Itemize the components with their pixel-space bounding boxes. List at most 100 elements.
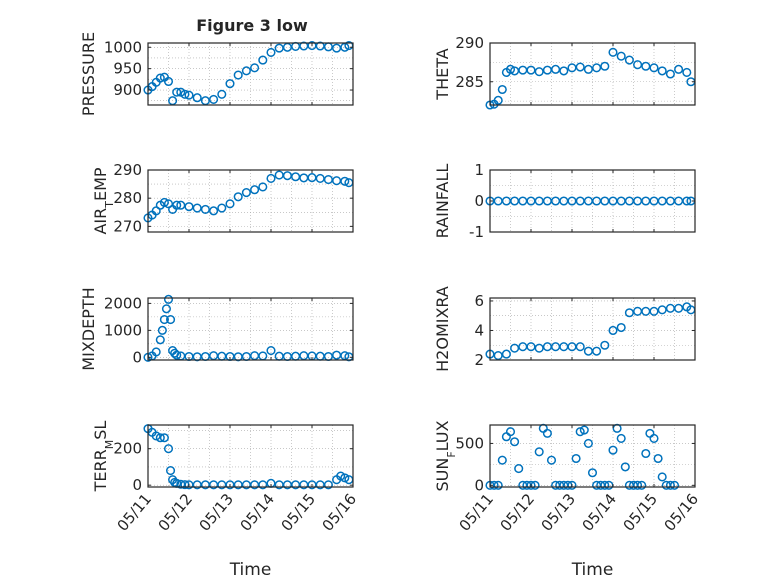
- data-point: [616, 322, 626, 333]
- y-tick-label: 950: [113, 60, 142, 78]
- x-axis-label: Time: [571, 560, 614, 580]
- data-point: [155, 73, 165, 83]
- data-point: [258, 55, 268, 65]
- y-tick-label: 900: [113, 81, 142, 99]
- data-point: [493, 95, 503, 105]
- subplot-8: 0 500 05/11 05/12 05/13 05/14 05/15 05/16 SUNFLU…: [433, 420, 702, 580]
- y-tick-label: 1: [474, 161, 484, 179]
- data-point: [514, 464, 524, 474]
- data-point: [579, 425, 589, 435]
- data-point: [592, 63, 602, 73]
- subplot-7: 0 200 05/11 05/12 05/13 05/14 05/15 05/16 TERRMS…: [91, 421, 360, 580]
- data-point: [217, 203, 227, 213]
- x-tick-label: 05/11: [113, 490, 155, 535]
- data-point: [510, 437, 520, 447]
- y-tick-label: 0: [474, 192, 484, 210]
- data-point: [155, 433, 165, 443]
- data-point: [583, 64, 593, 74]
- data-point: [159, 433, 169, 443]
- data-point: [551, 64, 561, 74]
- data-point: [546, 455, 557, 465]
- data-point: [649, 63, 659, 73]
- data-point: [163, 294, 174, 304]
- data-point: [649, 433, 659, 443]
- data-point: [151, 431, 161, 441]
- axes-box: [147, 297, 354, 361]
- data-point: [225, 199, 235, 209]
- data-point: [192, 93, 202, 103]
- data-point: [180, 89, 190, 99]
- data-point: [241, 188, 251, 198]
- x-axis-label: Time: [229, 560, 272, 580]
- data-point: [493, 351, 503, 361]
- data-point: [534, 67, 544, 77]
- y-tick-label: 500: [455, 434, 484, 452]
- data-point: [501, 349, 511, 359]
- data-point: [653, 453, 663, 464]
- data-point: [641, 61, 651, 71]
- axes-box: [147, 169, 354, 233]
- data-point: [682, 67, 692, 77]
- data-point: [166, 315, 176, 325]
- data-point: [571, 453, 581, 464]
- y-tick-label: 4: [474, 321, 484, 339]
- data-point: [217, 89, 227, 99]
- data-point: [592, 346, 602, 356]
- data-point: [241, 66, 251, 76]
- data-point: [575, 62, 585, 72]
- data-point: [258, 182, 268, 192]
- data-point: [184, 202, 194, 212]
- y-tick-label: 1000: [104, 38, 142, 56]
- data-point: [587, 468, 598, 478]
- data-point: [159, 197, 169, 207]
- data-point: [258, 480, 268, 490]
- data-point: [493, 480, 503, 490]
- subplot-6: 2 4 6 H2OMIXRA: [433, 286, 696, 372]
- data-point: [250, 185, 260, 195]
- data-point: [200, 204, 210, 214]
- axes-box: [147, 42, 354, 106]
- data-point: [233, 192, 243, 202]
- data-point: [665, 69, 675, 79]
- data-point: [600, 61, 610, 71]
- y-axis-label: RAINFALL: [433, 164, 452, 239]
- data-point: [526, 342, 536, 352]
- data-point: [157, 325, 167, 335]
- data-point: [616, 433, 626, 443]
- y-tick-label: 200: [113, 440, 142, 458]
- data-point: [669, 480, 680, 490]
- data-point: [657, 66, 667, 76]
- data-point: [637, 480, 647, 490]
- data-point: [600, 480, 610, 490]
- y-axis-label: AIRTEMP: [91, 167, 116, 234]
- data-point: [340, 176, 350, 186]
- data-point: [657, 305, 667, 315]
- y-tick-label: 280: [113, 189, 142, 207]
- data-point: [575, 427, 585, 437]
- data-point: [624, 55, 634, 65]
- data-point: [172, 200, 182, 210]
- data-point: [526, 65, 536, 75]
- x-tick-label: 05/16: [318, 490, 360, 535]
- data-point: [534, 343, 544, 353]
- data-point: [559, 66, 569, 76]
- x-tick-label: 05/12: [496, 490, 538, 535]
- y-tick-label: 0: [132, 348, 142, 366]
- y-tick-label: 270: [113, 217, 142, 235]
- subplot-5: 0 1000 2000 MIXDEPTH: [79, 287, 354, 371]
- y-tick-label: 6: [474, 292, 484, 310]
- data-point: [674, 64, 684, 74]
- data-point: [608, 445, 618, 455]
- data-point: [575, 342, 585, 352]
- data-point: [616, 51, 626, 61]
- data-point: [665, 480, 675, 490]
- x-tick-label: 05/14: [578, 490, 620, 535]
- data-point: [155, 335, 165, 345]
- data-point: [505, 427, 516, 437]
- data-point: [682, 196, 692, 206]
- y-axis-label: H2OMIXRA: [433, 286, 452, 372]
- data-point: [151, 347, 161, 357]
- data-point: [608, 325, 618, 336]
- data-point: [674, 303, 684, 313]
